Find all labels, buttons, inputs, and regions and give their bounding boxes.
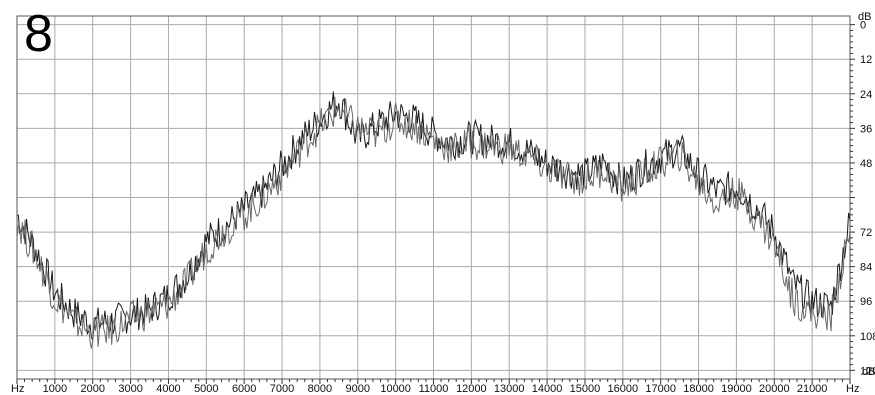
y-tick-label: 120 — [860, 365, 875, 377]
y-tick-label: 72 — [860, 227, 872, 239]
x-tick-label: 20000 — [759, 383, 790, 395]
x-tick-label: 10000 — [380, 383, 411, 395]
x-tick-label: 15000 — [570, 383, 601, 395]
x-tick-label: 18000 — [683, 383, 714, 395]
x-tick-label: 6000 — [232, 383, 256, 395]
y-tick-label: 48 — [860, 158, 872, 170]
x-tick-label: 4000 — [156, 383, 180, 395]
y-tick-label: 12 — [860, 54, 872, 66]
x-tick-label: 5000 — [194, 383, 218, 395]
x-tick-label: 21000 — [797, 383, 828, 395]
x-tick-labels: 1000 2000 3000 4000 5000 6000 7000 8000 9000 1000… — [43, 383, 828, 395]
x-tick-label: 2000 — [80, 383, 104, 395]
y-tick-label: 96 — [860, 296, 872, 308]
y-tick-label: 84 — [860, 262, 872, 274]
y-tick-label: 24 — [860, 89, 872, 101]
axis-layer: Hz Hz dB dB — [11, 11, 875, 395]
x-tick-label: 13000 — [494, 383, 525, 395]
x-unit-label-right: Hz — [846, 383, 859, 395]
x-tick-label: 7000 — [270, 383, 294, 395]
x-tick-label: 8000 — [308, 383, 332, 395]
x-tick-label: 12000 — [456, 383, 487, 395]
y-tick-label: 108 — [860, 331, 875, 343]
y-tick-labels: 0 12 24 36 48 72 84 96 108 120 — [860, 20, 875, 378]
y-unit-label-top: dB — [858, 11, 871, 23]
x-tick-label: 1000 — [43, 383, 67, 395]
x-tick-label: 9000 — [346, 383, 370, 395]
x-tick-label: 19000 — [721, 383, 752, 395]
x-tick-label: 11000 — [419, 383, 449, 395]
y-tick-label: 36 — [860, 123, 872, 135]
x-tick-label: 14000 — [532, 383, 563, 395]
x-tick-label: 17000 — [645, 383, 676, 395]
y-unit-label-bottom: dB — [862, 366, 875, 378]
series-line-2 — [16, 96, 851, 349]
panel-number: 8 — [24, 5, 53, 63]
x-unit-label-left: Hz — [11, 383, 24, 395]
x-tick-label: 16000 — [608, 383, 639, 395]
series-layer — [16, 91, 851, 349]
grid-lines — [17, 16, 850, 379]
series-line-1 — [16, 91, 851, 342]
x-tick-label: 3000 — [118, 383, 142, 395]
y-tick-label: 0 — [860, 20, 866, 32]
